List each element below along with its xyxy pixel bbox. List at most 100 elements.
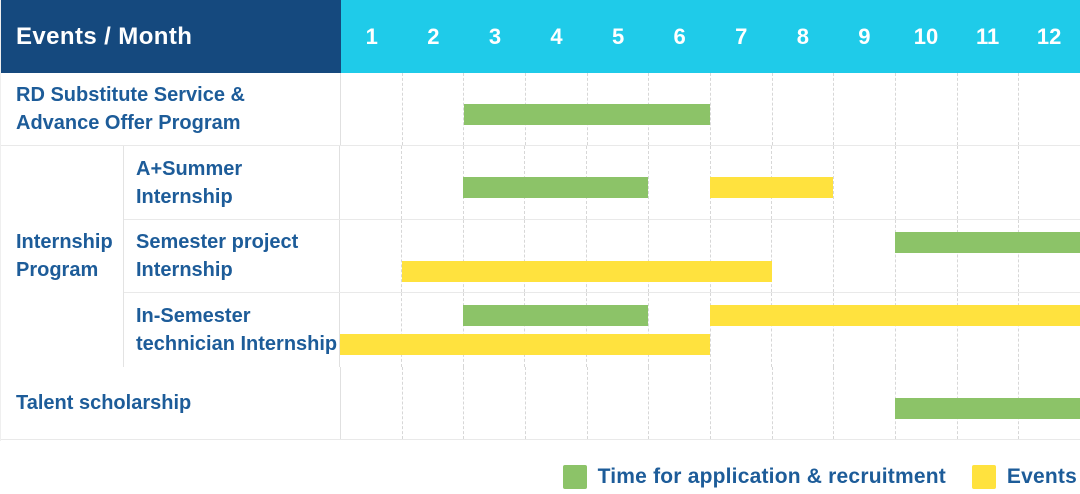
month-gridline-column xyxy=(1018,293,1080,367)
month-header-7: 7 xyxy=(735,23,748,49)
month-gridline-column xyxy=(709,146,772,219)
legend-item-events: Events xyxy=(971,465,1077,489)
gantt-track-rd xyxy=(341,73,1080,146)
table-header-row: Events / Month 1 2 3 4 5 6 7 8 9 10 11 1… xyxy=(1,0,1080,73)
month-header-11: 11 xyxy=(975,23,1000,49)
month-gridline-column xyxy=(341,73,402,145)
month-gridline-column xyxy=(956,219,1019,293)
row-label-line: A+Summer xyxy=(136,157,243,180)
month-gridline-column xyxy=(462,146,525,219)
row-label-semester-project: Semester project Internship xyxy=(124,219,340,293)
month-gridline-column xyxy=(895,73,957,146)
internship-program-subrows: A+Summer Internship Semester project Int… xyxy=(124,146,1080,367)
month-grid xyxy=(340,219,1080,293)
month-gridline-column xyxy=(341,367,402,439)
month-gridline-column xyxy=(463,73,525,146)
month-gridline-column xyxy=(1018,219,1080,293)
table-title: Events / Month xyxy=(16,22,193,50)
row-label-line: Talent scholarship xyxy=(16,391,192,414)
row-semester-project-internship: Semester project Internship xyxy=(124,219,1080,294)
row-label-talent-scholarship: Talent scholarship xyxy=(1,366,341,439)
month-gridline-column xyxy=(401,73,464,146)
gantt-track-semester-project xyxy=(340,219,1080,293)
month-gridline-column xyxy=(647,146,710,219)
row-label-line: technician Internship xyxy=(136,332,338,355)
month-header-3: 3 xyxy=(488,23,502,49)
row-a-summer-internship: A+Summer Internship xyxy=(124,146,1080,220)
month-gridline-column xyxy=(956,146,1019,219)
legend: Time for application & recruitment Event… xyxy=(562,465,1077,489)
month-header-12: 12 xyxy=(1036,23,1062,49)
month-header-5: 5 xyxy=(611,23,625,49)
month-header-10: 10 xyxy=(913,23,939,49)
month-header-1: 1 xyxy=(365,23,378,49)
semester-project-application-bar xyxy=(895,231,1080,253)
group-label-line: Internship xyxy=(16,231,113,254)
month-header-8: 8 xyxy=(796,23,809,49)
month-gridline-column xyxy=(586,366,649,439)
month-header-2: 2 xyxy=(427,23,440,49)
month-gridline-column xyxy=(340,146,401,218)
events-table: Events / Month 1 2 3 4 5 6 7 8 9 10 11 1… xyxy=(0,0,1080,441)
month-gridline-column xyxy=(709,219,772,293)
month-gridline-column xyxy=(956,73,1019,146)
month-gridline-column xyxy=(647,219,710,293)
month-gridline-column xyxy=(771,293,833,367)
month-gridline-column xyxy=(647,293,710,367)
gantt-track-talent xyxy=(341,366,1080,439)
month-gridline-column xyxy=(400,219,463,293)
talent-application-bar xyxy=(895,397,1080,419)
events-month-header-cell: Events / Month xyxy=(1,0,341,73)
rd-application-bar xyxy=(464,104,711,125)
month-gridline-column xyxy=(525,366,587,439)
month-gridline-column xyxy=(833,293,895,367)
month-gridline-column xyxy=(586,219,648,293)
gantt-track-in-semester xyxy=(340,293,1080,367)
month-gridline-column xyxy=(956,293,1019,367)
month-header-4: 4 xyxy=(550,23,563,49)
row-label-line: Internship xyxy=(136,185,233,208)
month-header-9: 9 xyxy=(858,23,871,49)
month-gridline-column xyxy=(894,219,957,293)
month-gridline-column xyxy=(401,366,464,439)
row-label-line: Semester project xyxy=(136,230,299,253)
month-gridline-column xyxy=(771,73,834,146)
month-header-6: 6 xyxy=(673,23,686,49)
row-label-rd-substitute: RD Substitute Service & Advance Offer Pr… xyxy=(1,73,341,146)
month-gridline-column xyxy=(462,219,525,293)
month-gridline-column xyxy=(771,366,834,439)
row-label-in-semester: In-Semester technician Internship xyxy=(124,293,340,367)
row-in-semester-internship: In-Semester technician Internship xyxy=(124,293,1080,367)
group-label-line: Program xyxy=(16,259,99,282)
row-label-line: RD Substitute Service & xyxy=(16,84,245,107)
in-semester-events-bar-early xyxy=(340,334,710,356)
month-gridline-column xyxy=(1018,146,1080,219)
month-gridline-column xyxy=(833,73,895,146)
in-semester-application-bar xyxy=(463,305,649,327)
month-gridline-column xyxy=(894,146,957,219)
row-label-line: Advance Offer Program xyxy=(16,112,241,135)
month-gridline-column xyxy=(524,219,586,293)
row-label-a-summer: A+Summer Internship xyxy=(124,146,340,219)
month-gridline-column xyxy=(710,366,772,439)
in-semester-events-bar-late xyxy=(710,305,1080,327)
month-grid xyxy=(340,293,1080,367)
month-gridline-column xyxy=(400,293,463,367)
month-gridline-column xyxy=(833,219,895,293)
a-summer-events-bar xyxy=(710,177,834,199)
row-label-line: In-Semester xyxy=(136,304,251,327)
internship-program-group: Internship Program A+Summer Internship xyxy=(1,146,1080,367)
month-header-strip: 1 2 3 4 5 6 7 8 9 10 11 12 xyxy=(341,0,1080,73)
group-label-internship-program: Internship Program xyxy=(1,146,124,367)
gantt-track-a-summer xyxy=(340,146,1080,219)
month-gridline-column xyxy=(709,293,772,367)
month-gridline-column xyxy=(524,293,586,367)
month-gridline-column xyxy=(833,146,895,219)
semester-project-events-bar xyxy=(401,260,772,282)
month-gridline-column xyxy=(463,366,525,439)
a-summer-application-bar xyxy=(463,177,649,199)
month-gridline-column xyxy=(771,219,833,293)
month-gridline-column xyxy=(586,293,648,367)
month-grid xyxy=(341,73,1080,146)
